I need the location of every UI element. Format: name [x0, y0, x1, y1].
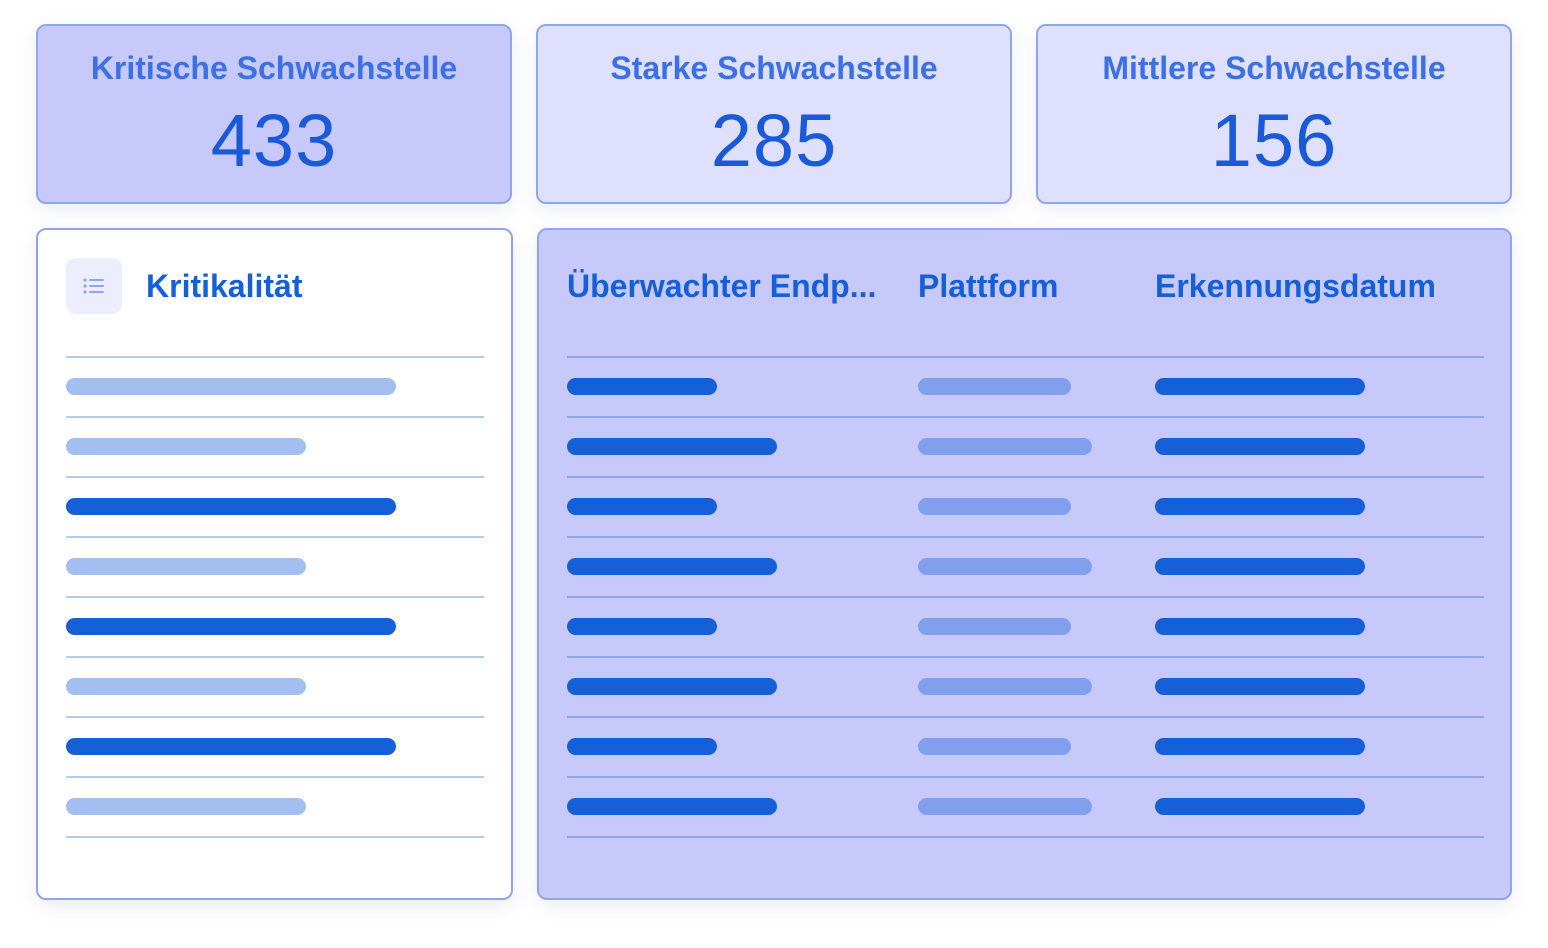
cell-placeholder	[567, 678, 777, 695]
cell-placeholder	[567, 438, 777, 455]
cell-placeholder	[567, 618, 717, 635]
list-item-placeholder	[66, 618, 396, 635]
row-divider	[66, 536, 484, 538]
row-divider	[66, 416, 484, 418]
row-divider	[567, 596, 1484, 598]
list-item-placeholder	[66, 738, 396, 755]
row-divider	[567, 476, 1484, 478]
cell-placeholder	[918, 678, 1092, 695]
row-divider	[567, 776, 1484, 778]
endpoint-table-panel: Überwachter Endp... Plattform Erkennungs…	[537, 228, 1512, 900]
column-header-endpoint[interactable]: Überwachter Endp...	[567, 268, 877, 304]
cell-placeholder	[1155, 618, 1365, 635]
cell-placeholder	[567, 798, 777, 815]
column-header-detection-date[interactable]: Erkennungsdatum	[1155, 268, 1436, 304]
row-divider	[567, 836, 1484, 838]
list-item-placeholder	[66, 798, 306, 815]
stat-label: Kritische Schwachstelle	[90, 50, 458, 86]
row-divider	[66, 776, 484, 778]
cell-placeholder	[1155, 558, 1365, 575]
cell-placeholder	[918, 798, 1092, 815]
row-divider	[567, 356, 1484, 358]
row-divider	[66, 836, 484, 838]
row-divider	[66, 596, 484, 598]
stat-card-strong: Starke Schwachstelle 285	[536, 24, 1012, 204]
list-item-placeholder	[66, 498, 396, 515]
stat-label: Starke Schwachstelle	[610, 50, 938, 86]
list-item-placeholder	[66, 438, 306, 455]
stat-value: 156	[1210, 99, 1338, 182]
cell-placeholder	[1155, 378, 1365, 395]
stat-value: 285	[710, 99, 838, 182]
list-item-placeholder	[66, 558, 306, 575]
cell-placeholder	[918, 558, 1092, 575]
row-divider	[567, 716, 1484, 718]
row-divider	[66, 356, 484, 358]
row-divider	[567, 656, 1484, 658]
cell-placeholder	[918, 378, 1071, 395]
cell-placeholder	[918, 438, 1092, 455]
cell-placeholder	[918, 618, 1071, 635]
column-header-platform[interactable]: Plattform	[918, 268, 1059, 304]
list-item-placeholder	[66, 378, 396, 395]
criticality-list-panel: Kritikalität	[36, 228, 513, 900]
cell-placeholder	[567, 498, 717, 515]
list-item-placeholder	[66, 678, 306, 695]
list-title: Kritikalität	[146, 268, 303, 304]
stat-label: Mittlere Schwachstelle	[1102, 50, 1446, 86]
cell-placeholder	[567, 558, 777, 575]
list-icon	[66, 258, 122, 314]
cell-placeholder	[567, 378, 717, 395]
row-divider	[66, 476, 484, 478]
row-divider	[567, 416, 1484, 418]
stat-card-critical: Kritische Schwachstelle 433	[36, 24, 512, 204]
cell-placeholder	[1155, 738, 1365, 755]
row-divider	[567, 536, 1484, 538]
cell-placeholder	[1155, 678, 1365, 695]
row-divider	[66, 656, 484, 658]
stat-card-medium: Mittlere Schwachstelle 156	[1036, 24, 1512, 204]
cell-placeholder	[918, 498, 1071, 515]
cell-placeholder	[918, 738, 1071, 755]
cell-placeholder	[1155, 438, 1365, 455]
stat-value: 433	[210, 99, 338, 182]
cell-placeholder	[567, 738, 717, 755]
row-divider	[66, 716, 484, 718]
cell-placeholder	[1155, 798, 1365, 815]
cell-placeholder	[1155, 498, 1365, 515]
